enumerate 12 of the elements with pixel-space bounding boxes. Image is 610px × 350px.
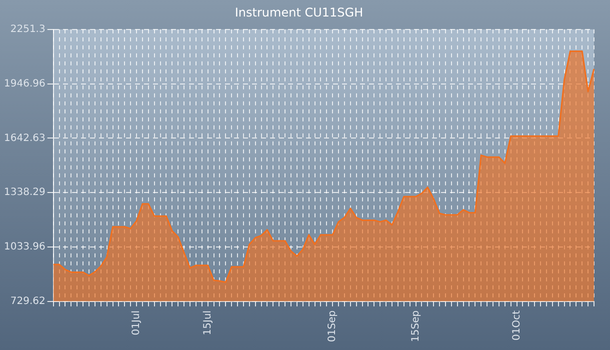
x-tick-label: 15Jul [202, 310, 214, 336]
y-tick-label: 1338.29 [4, 187, 46, 198]
x-tick-label: 01Sep [327, 310, 338, 342]
x-tick-label: 15Sep [410, 310, 422, 342]
y-tick-label: 1033.96 [4, 242, 46, 253]
x-tick-label: 01Jul [131, 310, 142, 336]
y-tick-label: 1946.96 [4, 78, 46, 90]
chart-title: Instrument CU11SGH [234, 5, 364, 20]
y-tick-label: 2251.3 [10, 24, 46, 35]
y-tick-label: 1642.63 [4, 132, 46, 144]
x-tick-label: 01Oct [511, 310, 522, 340]
y-tick-label: 729.62 [10, 296, 46, 308]
